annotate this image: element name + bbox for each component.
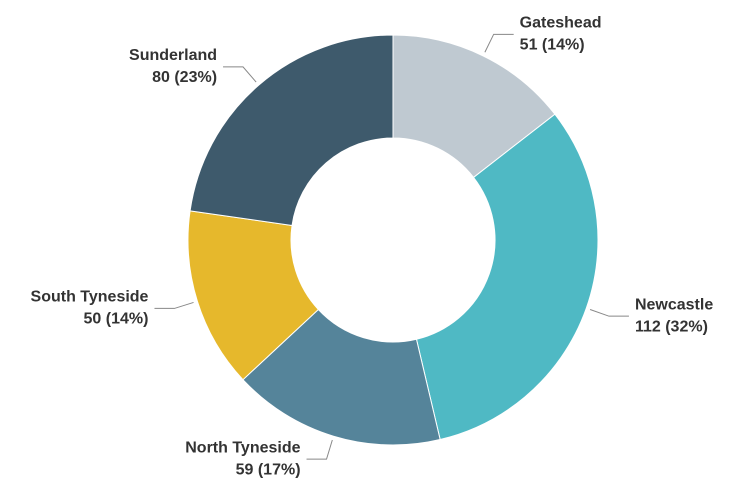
leader-line xyxy=(223,66,257,83)
leader-line xyxy=(589,309,629,317)
slice-label: South Tyneside xyxy=(31,289,149,306)
leader-line xyxy=(154,301,194,309)
donut-slice xyxy=(242,308,441,446)
slice-value-label: 59 (17%) xyxy=(236,461,301,478)
donut-slice xyxy=(187,210,320,381)
slice-label: Sunderland xyxy=(129,47,217,64)
slice-label: Gateshead xyxy=(520,15,602,32)
slice-label: North Tyneside xyxy=(185,439,300,456)
slice-value-label: 112 (32%) xyxy=(635,318,708,335)
slice-value-label: 80 (23%) xyxy=(152,69,217,86)
leader-line xyxy=(484,33,514,53)
slice-label: Newcastle xyxy=(635,296,713,313)
donut-slice xyxy=(415,113,599,441)
slice-value-label: 51 (14%) xyxy=(520,37,585,54)
leader-line xyxy=(306,439,333,460)
slice-value-label: 50 (14%) xyxy=(84,311,149,328)
donut-slice xyxy=(189,34,394,227)
